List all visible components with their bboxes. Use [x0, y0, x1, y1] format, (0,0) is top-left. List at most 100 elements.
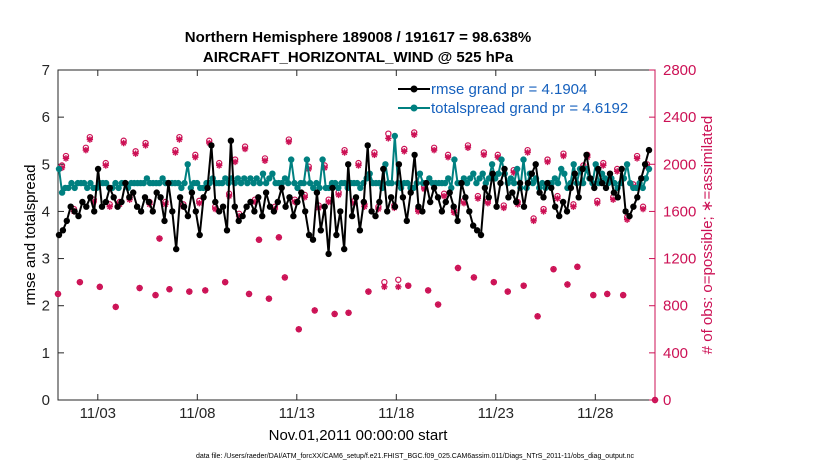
- rmse-point: [477, 231, 485, 239]
- chart-title-line2: AIRCRAFT_HORIZONTAL_WIND @ 525 hPa: [203, 49, 514, 66]
- obs-assimilated-point: [215, 162, 223, 169]
- spread-point: [65, 184, 72, 192]
- obs-assimilated-point: [464, 144, 472, 151]
- spread-point: [485, 175, 493, 182]
- obs-assimilated-point: [86, 136, 94, 143]
- rmse-point: [325, 250, 332, 258]
- obs-assimilated-point: [186, 288, 193, 295]
- rmse-point: [540, 194, 547, 201]
- spread-point: [306, 179, 314, 187]
- y-right-tick-label: 1200: [663, 251, 696, 268]
- rmse-point: [130, 189, 137, 196]
- rmse-point: [634, 194, 641, 201]
- obs-assimilated-point: [106, 203, 113, 210]
- rmse-point: [173, 245, 180, 253]
- spread-point: [510, 179, 518, 187]
- rmse-point: [391, 203, 399, 210]
- rmse-point: [509, 189, 516, 196]
- rmse-point: [67, 203, 74, 210]
- obs-assimilated-point: [76, 278, 84, 286]
- obs-assimilated-point: [490, 278, 498, 286]
- rmse-point: [481, 184, 489, 192]
- spread-point: [288, 156, 295, 163]
- rmse-point: [419, 208, 426, 215]
- rmse-point: [505, 194, 512, 201]
- spread-point: [470, 170, 477, 177]
- rmse-point: [262, 189, 270, 196]
- rmse-point: [282, 203, 289, 210]
- spread-point: [332, 179, 339, 187]
- rmse-point: [454, 217, 461, 225]
- obs-assimilated-point: [411, 131, 418, 139]
- spread-point: [482, 179, 489, 187]
- obs-assimilated-point: [172, 149, 179, 156]
- rmse-point: [223, 227, 231, 234]
- rmse-point: [403, 217, 410, 225]
- rmse-point: [407, 189, 414, 196]
- y-right-tick-label: 0: [663, 392, 671, 409]
- spread-point: [335, 184, 342, 192]
- rmse-point: [364, 142, 371, 149]
- spread-point: [234, 175, 242, 182]
- obs-assimilated-point: [192, 154, 199, 161]
- rmse-point: [333, 231, 340, 239]
- obs-assimilated-point: [345, 309, 352, 316]
- obs-assimilated-point: [335, 191, 342, 199]
- y-left-tick-label: 0: [42, 392, 50, 409]
- obs-assimilated-point: [604, 290, 611, 298]
- rmse-point: [294, 198, 301, 206]
- rmse-point: [458, 179, 465, 187]
- rmse-point: [368, 208, 375, 215]
- spread-point: [80, 179, 88, 187]
- rmse-point: [266, 203, 274, 210]
- rmse-point: [145, 198, 153, 206]
- rmse-point: [184, 212, 192, 220]
- spread-point: [514, 165, 521, 173]
- rmse-point: [278, 184, 285, 192]
- spread-point: [222, 175, 229, 182]
- spread-point: [156, 179, 163, 187]
- rmse-point: [329, 184, 336, 192]
- obs-assimilated-point: [434, 301, 442, 308]
- spread-point: [68, 179, 75, 187]
- rmse-point: [227, 137, 235, 144]
- spread-point: [639, 184, 646, 192]
- y-right-tick-label: 800: [663, 298, 688, 315]
- rmse-point: [196, 231, 203, 239]
- rmse-point: [622, 208, 629, 215]
- obs-assimilated-point: [241, 145, 249, 153]
- spread-point: [601, 175, 609, 182]
- rmse-point: [516, 179, 524, 187]
- rmse-point: [247, 198, 254, 206]
- obs-assimilated-point: [82, 146, 90, 154]
- rmse-point: [169, 208, 176, 215]
- rmse-point: [270, 208, 278, 215]
- spread-point: [354, 179, 361, 187]
- legend-rmse-marker: [410, 85, 418, 93]
- spread-point: [278, 179, 285, 187]
- obs-assimilated-point: [202, 287, 209, 294]
- x-tick-label: 11/23: [478, 405, 514, 422]
- spread-point: [262, 179, 270, 187]
- rmse-point: [55, 231, 63, 239]
- rmse-point: [63, 217, 70, 225]
- rmse-point: [470, 222, 477, 229]
- rmse-point: [309, 236, 317, 243]
- spread-point: [445, 175, 452, 182]
- spread-point: [159, 175, 166, 182]
- rmse-point: [536, 189, 543, 196]
- obs-assimilated-point: [504, 288, 511, 295]
- rmse-point: [118, 198, 125, 206]
- obs-assimilated-point: [530, 217, 537, 225]
- y-right-tick-label: 2800: [663, 62, 696, 79]
- obs-assimilated-point: [365, 288, 372, 295]
- obs-assimilated-point: [500, 204, 507, 212]
- spread-point: [219, 179, 226, 187]
- obs-assimilated-point: [176, 136, 183, 143]
- y-left-tick-label: 7: [42, 62, 50, 79]
- rmse-point: [380, 165, 387, 173]
- rmse-point: [212, 198, 219, 206]
- y-right-tick-label: 400: [663, 345, 688, 362]
- rmse-point: [157, 194, 164, 201]
